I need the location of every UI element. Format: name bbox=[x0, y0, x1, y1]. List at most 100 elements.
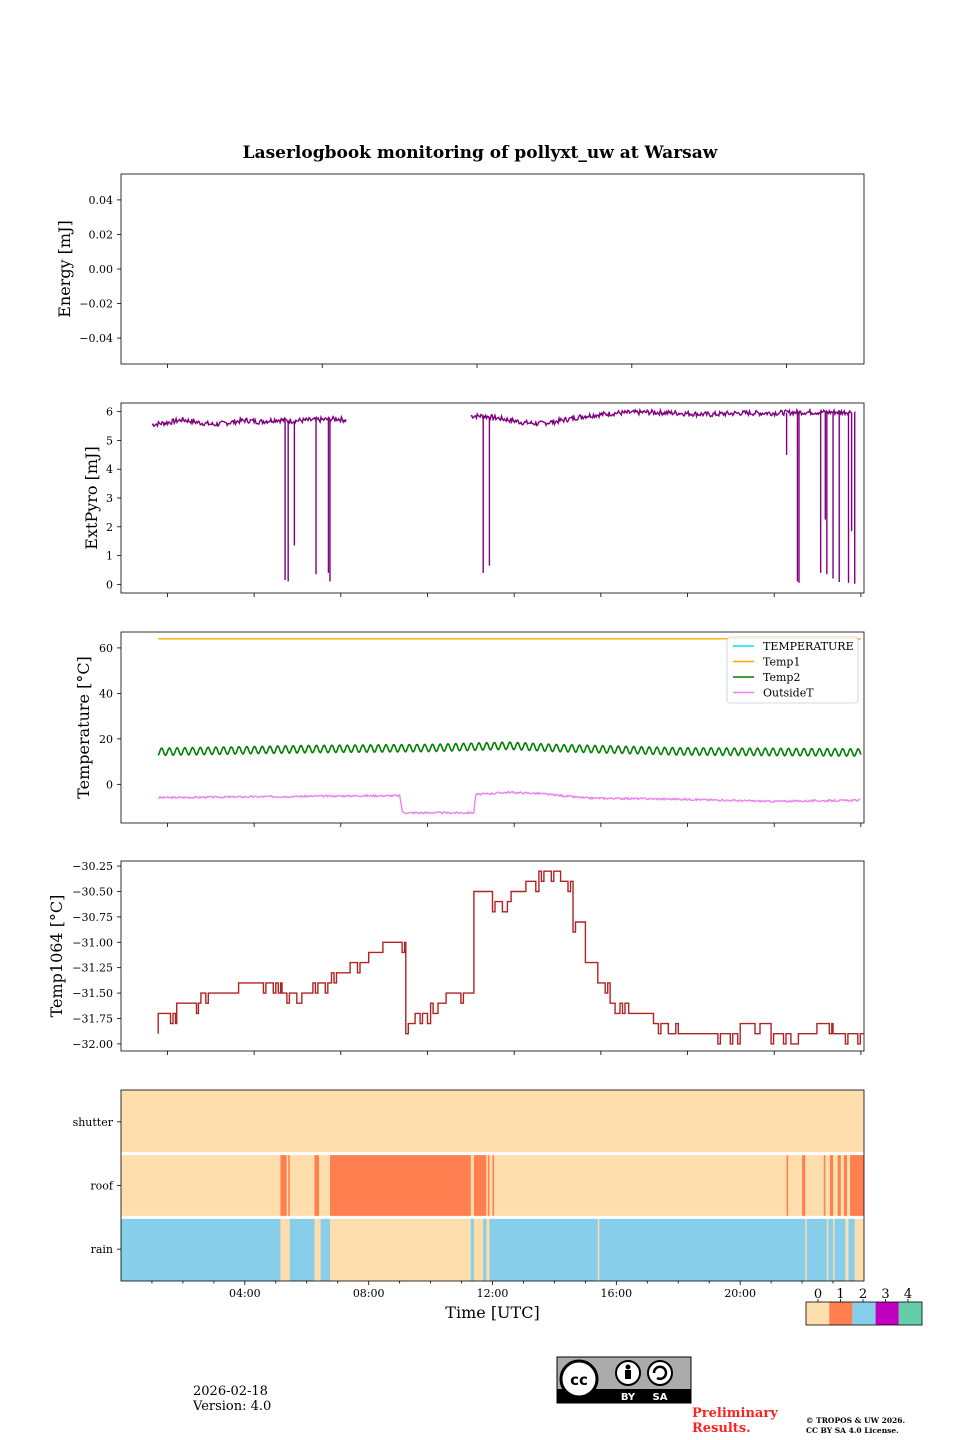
extpyro-ytick-label: 1 bbox=[106, 550, 113, 563]
temperature-ytick-label: 40 bbox=[99, 687, 113, 700]
status-cell-roof bbox=[829, 1153, 834, 1218]
status-cell-roof bbox=[280, 1153, 287, 1218]
colorbar-cell bbox=[806, 1302, 830, 1325]
copyright-line-1: © TROPOS & UW 2026. bbox=[806, 1416, 906, 1425]
footer-date: 2026-02-18 bbox=[193, 1384, 268, 1399]
status-cell-roof bbox=[314, 1153, 320, 1218]
status-cell-rain bbox=[320, 1217, 330, 1281]
extpyro-ylabel: ExtPyro [mJ] bbox=[82, 446, 101, 549]
status-xtick-label: 20:00 bbox=[724, 1287, 756, 1300]
temp1064-ytick-label: −30.25 bbox=[72, 860, 113, 873]
status-cell-rain bbox=[834, 1217, 846, 1281]
status-cell-rain bbox=[848, 1217, 855, 1281]
preliminary-line-1: Preliminary bbox=[692, 1406, 778, 1421]
status-cell-roof bbox=[288, 1153, 290, 1218]
extpyro-ytick-label: 6 bbox=[106, 406, 113, 419]
energy-ytick-label: 0.02 bbox=[89, 228, 114, 241]
status-xlabel: Time [UTC] bbox=[445, 1303, 539, 1322]
energy-ylabel: Energy [mJ] bbox=[55, 220, 74, 318]
status-row-label: rain bbox=[91, 1243, 113, 1256]
preliminary-results: Preliminary Results. bbox=[692, 1406, 802, 1436]
cc-label: cc bbox=[570, 1371, 588, 1389]
status-cell-rain bbox=[483, 1217, 487, 1281]
energy-ytick-label: −0.04 bbox=[79, 332, 113, 345]
status-cell-rain bbox=[599, 1217, 806, 1281]
status-cell-roof bbox=[843, 1153, 847, 1218]
legend-label: Temp2 bbox=[763, 671, 800, 684]
status-row-label: roof bbox=[90, 1180, 114, 1193]
energy-frame bbox=[120, 173, 865, 365]
cc-icon bbox=[559, 1359, 599, 1399]
status-cell-roof bbox=[492, 1153, 495, 1218]
status-xtick-label: 16:00 bbox=[600, 1287, 632, 1300]
legend-box bbox=[726, 636, 859, 704]
temp1064-ytick-label: −31.25 bbox=[72, 962, 113, 975]
status-cell-rain bbox=[828, 1217, 834, 1281]
extpyro-line-segment bbox=[151, 414, 347, 429]
status-xtick-label: 04:00 bbox=[229, 1287, 261, 1300]
colorbar-cell bbox=[875, 1302, 899, 1325]
status-cell-rain bbox=[470, 1217, 474, 1281]
temperature-legend: TEMPERATURE Temp1 Temp2 OutsideT bbox=[726, 636, 859, 704]
sa-label: SA bbox=[653, 1392, 668, 1403]
temp1064-ytick-label: −30.75 bbox=[72, 911, 113, 924]
extpyro-ytick-label: 5 bbox=[106, 434, 113, 447]
status-cell-rain bbox=[289, 1217, 315, 1281]
status-cell-roof bbox=[837, 1153, 841, 1218]
copyright-notice: © TROPOS & UW 2026. CC BY SA 4.0 License… bbox=[806, 1416, 946, 1436]
status-cell-roof bbox=[850, 1153, 864, 1218]
status-cell-roof bbox=[823, 1153, 826, 1218]
extpyro-frame bbox=[120, 402, 865, 594]
energy-ytick-label: −0.02 bbox=[79, 298, 113, 311]
colorbar-tick-label: 3 bbox=[881, 1287, 889, 1302]
cc-license-badge: cc BY SA bbox=[556, 1356, 692, 1404]
temp1064-ytick-label: −31.50 bbox=[72, 987, 113, 1000]
colorbar-tick-label: 0 bbox=[814, 1287, 822, 1302]
legend-label: Temp1 bbox=[763, 656, 800, 669]
temp1064-ytick-label: −32.00 bbox=[72, 1038, 113, 1051]
colorbar-cell bbox=[852, 1302, 876, 1325]
temp1064-frame bbox=[120, 860, 865, 1052]
colorbar-frame bbox=[805, 1301, 923, 1326]
temp1064-ytick-label: −31.00 bbox=[72, 936, 113, 949]
status-row-label: shutter bbox=[73, 1116, 114, 1129]
temp1064-ytick-label: −31.75 bbox=[72, 1012, 113, 1025]
status-cell-roof bbox=[329, 1153, 471, 1218]
status-cell-rain bbox=[121, 1217, 281, 1281]
temperature-ytick-label: 20 bbox=[99, 733, 113, 746]
colorbar-cell bbox=[898, 1302, 922, 1325]
extpyro-ytick-label: 4 bbox=[106, 463, 113, 476]
status-cell-roof bbox=[786, 1153, 789, 1218]
status-xtick-label: 12:00 bbox=[477, 1287, 509, 1300]
colorbar-tick-label: 4 bbox=[904, 1287, 912, 1302]
sa-icon bbox=[647, 1360, 673, 1386]
chart-title: Laserlogbook monitoring of pollyxt_uw at… bbox=[243, 143, 718, 163]
footer-version: Version: 4.0 bbox=[193, 1399, 272, 1414]
temp2-line bbox=[157, 741, 862, 757]
status-cell-roof bbox=[802, 1153, 806, 1218]
legend-label: TEMPERATURE bbox=[763, 640, 854, 653]
status-cell-roof bbox=[473, 1153, 487, 1218]
energy-ytick-label: 0.00 bbox=[89, 263, 114, 276]
energy-ytick-label: 0.04 bbox=[89, 194, 114, 207]
outsideT-line bbox=[158, 790, 861, 815]
extpyro-ytick-label: 3 bbox=[106, 492, 113, 505]
status-cell-shutter bbox=[121, 1090, 864, 1154]
temperature-frame bbox=[120, 631, 865, 824]
legend-label: OutsideT bbox=[763, 687, 814, 700]
by-label: BY bbox=[621, 1392, 636, 1403]
extpyro-ytick-label: 2 bbox=[106, 521, 113, 534]
temp1064-line bbox=[157, 870, 864, 1045]
colorbar-tick-label: 1 bbox=[836, 1287, 844, 1302]
temperature-ytick-label: 0 bbox=[106, 778, 113, 791]
extpyro-ytick-label: 0 bbox=[106, 578, 113, 591]
temperature-ytick-label: 60 bbox=[99, 642, 113, 655]
colorbar-tick-label: 2 bbox=[859, 1287, 867, 1302]
status-cell-rain bbox=[489, 1217, 598, 1281]
status-xtick-label: 08:00 bbox=[353, 1287, 385, 1300]
copyright-line-2: CC BY SA 4.0 License. bbox=[806, 1426, 899, 1435]
preliminary-line-2: Results. bbox=[692, 1421, 751, 1436]
status-cell-roof bbox=[487, 1153, 490, 1218]
